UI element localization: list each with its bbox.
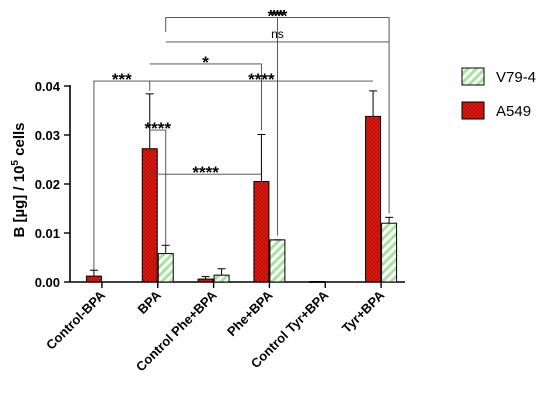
x-tick-label-bpa: BPA [135, 287, 165, 317]
x-tick-label-phe-bpa: Phe+BPA [224, 287, 276, 339]
y-tick-label: 0.03 [35, 128, 60, 143]
axes [69, 85, 405, 283]
y-tick-label: 0.02 [35, 177, 60, 192]
significance-bracket: **** [149, 70, 374, 89]
significance-bracket: *** [93, 70, 151, 270]
bar-a549-control-bpa [85, 275, 102, 283]
y-tick-label: 0.01 [35, 226, 60, 241]
legend-label-a549: A549 [496, 103, 531, 120]
significance-label: **** [192, 163, 219, 182]
significance-bracket: * [149, 53, 262, 131]
bar-a549-tyr-bpa [365, 115, 382, 283]
bar-v79-4-bpa [157, 253, 174, 283]
y-tick-label: 0.04 [35, 79, 61, 94]
significance-label: ns [271, 27, 284, 41]
x-tick-label-tyr-bpa: Tyr+BPA [339, 287, 388, 336]
y-axis-title: B [µg] / 105 cells [10, 122, 28, 237]
significance-bracket: **** [149, 163, 262, 182]
significance-label: **** [145, 119, 172, 138]
bar-v79-4-control-phe-bpa [213, 274, 230, 283]
significance-line [93, 80, 151, 270]
significance-line [149, 129, 167, 245]
bars [85, 115, 398, 283]
significance-label: * [202, 53, 209, 72]
x-tick-label-control-bpa: Control-BPA [43, 287, 109, 353]
bar-v79-4-tyr-bpa [381, 222, 398, 283]
significance-bracket: ns [165, 27, 390, 43]
bar-v79-4-phe-bpa [269, 239, 286, 283]
legend-swatch-a549 [461, 101, 485, 120]
error-bars [89, 90, 394, 283]
significance-label: *** [112, 70, 132, 89]
legend: V79-4 A549 [461, 67, 536, 120]
significance-brackets: *****ns**** ************ [93, 6, 390, 270]
significance-label: **** [248, 70, 275, 89]
significance-bracket: **** [145, 119, 172, 245]
bar-a549-bpa [141, 148, 158, 283]
legend-label-v79-4: V79-4 [496, 69, 536, 86]
y-axis-title-main: B [µg] / 10 [11, 166, 28, 238]
bar-a549-control-phe-bpa [197, 278, 214, 283]
y-tick-label: 0.00 [35, 275, 60, 290]
y-ticks: 0.00 0.01 0.02 0.03 0.04 [35, 79, 70, 290]
significance-line [149, 63, 262, 131]
significance-bracket: ** [271, 6, 285, 236]
significance-label: ** [271, 6, 285, 25]
legend-swatch-v79-4 [461, 67, 485, 86]
bar-a549-phe-bpa [253, 181, 270, 283]
y-axis-title-tail: cells [11, 122, 28, 160]
y-axis-title-superscript: 5 [10, 160, 21, 166]
significance-label: *** [267, 6, 287, 25]
